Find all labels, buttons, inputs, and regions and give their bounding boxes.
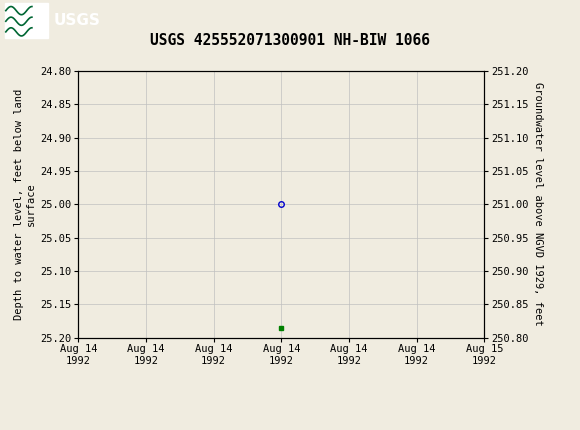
Text: USGS 425552071300901 NH-BIW 1066: USGS 425552071300901 NH-BIW 1066 [150,34,430,48]
Bar [5,3,48,37]
Y-axis label: Groundwater level above NGVD 1929, feet: Groundwater level above NGVD 1929, feet [533,83,543,326]
Y-axis label: Depth to water level, feet below land
surface: Depth to water level, feet below land su… [14,89,36,320]
Text: USGS: USGS [53,13,100,28]
